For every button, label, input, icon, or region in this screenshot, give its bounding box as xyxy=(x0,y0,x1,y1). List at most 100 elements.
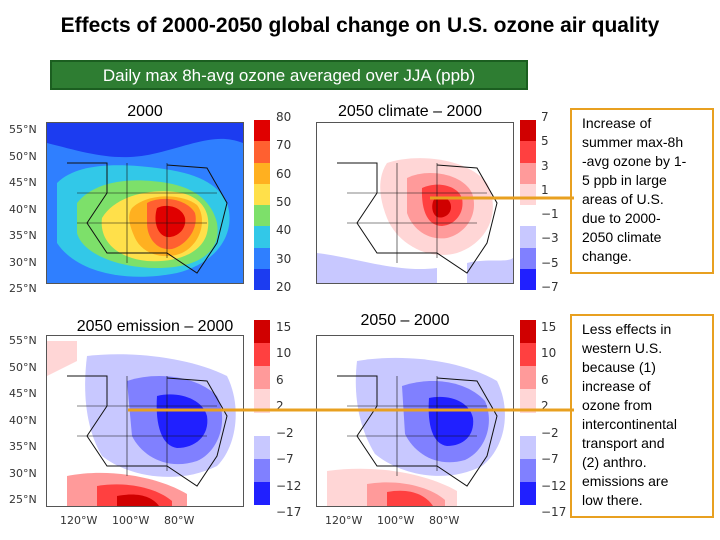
note-line: ozone from xyxy=(582,397,653,413)
colorbar-tick-label: −17 xyxy=(541,505,567,519)
note-line: transport and xyxy=(582,435,665,451)
panel-title-emission: 2050 emission – 2000 xyxy=(76,318,234,335)
colorbar-segment xyxy=(520,366,536,390)
colorbar-2000 xyxy=(254,120,270,290)
lon-label: 80°W xyxy=(429,514,460,527)
colorbar-segment xyxy=(520,268,536,290)
colorbar-tick-label: −2 xyxy=(276,425,294,440)
colorbar-segment xyxy=(520,247,536,269)
lat-label: 30°N xyxy=(9,466,37,480)
colorbar-segment xyxy=(254,141,270,163)
lon-label: 120°W xyxy=(60,514,98,527)
colorbar-tick-label: −5 xyxy=(541,255,559,270)
colorbar-segment xyxy=(520,412,536,436)
map-panel-climate xyxy=(316,122,514,284)
colorbar-tick-label: −2 xyxy=(541,425,559,440)
note-line: change. xyxy=(582,248,632,264)
map-panel-total xyxy=(316,335,514,507)
lat-label: 45°N xyxy=(9,387,37,400)
colorbar-segment xyxy=(254,226,270,248)
lat-label: 40°N xyxy=(9,202,37,216)
lon-label: 100°W xyxy=(112,514,150,527)
colorbar-segment xyxy=(520,389,536,413)
colorbar-segment xyxy=(520,343,536,367)
colorbar-tick-label: −12 xyxy=(541,478,567,493)
colorbar-segment xyxy=(520,320,536,344)
colorbar-tick-label: 3 xyxy=(541,158,549,173)
colorbar-tick-label: 40 xyxy=(276,223,292,238)
colorbar-tick-label: 20 xyxy=(276,280,292,294)
panel-title-2000: 2000 xyxy=(127,103,163,120)
note-line: 2050 climate xyxy=(582,229,662,245)
colorbar-tick-label: −7 xyxy=(276,452,294,467)
colorbar-segment xyxy=(254,481,270,505)
colorbar-segment xyxy=(520,458,536,482)
colorbar-tick-label: −1 xyxy=(541,207,559,222)
colorbar-tick-label: 1 xyxy=(541,182,549,197)
note-line: low there. xyxy=(582,492,643,508)
colorbar-tick-label: −17 xyxy=(276,505,302,519)
colorbar-segment xyxy=(254,435,270,459)
colorbar-total xyxy=(520,320,536,505)
lat-label: 35°N xyxy=(9,440,37,453)
colorbar-tick-label: 2 xyxy=(541,399,549,414)
lon-label: 80°W xyxy=(164,514,195,527)
note-climate-effect: Increase of summer max-8h -avg ozone by 1-… xyxy=(570,108,714,274)
colorbar-segment xyxy=(254,183,270,205)
lat-label: 55°N xyxy=(9,123,37,136)
colorbar-segment xyxy=(520,120,536,142)
colorbar-segment xyxy=(254,458,270,482)
note-line: Increase of xyxy=(582,115,652,131)
colorbar-tick-label: 30 xyxy=(276,251,292,266)
lat-label: 35°N xyxy=(9,229,37,242)
colorbar-tick-label: −7 xyxy=(541,280,559,294)
note-line: because (1) xyxy=(582,359,656,375)
colorbar-tick-label: 15 xyxy=(541,320,557,334)
colorbar-segment xyxy=(520,183,536,205)
colorbar-tick-label: 7 xyxy=(541,110,549,124)
colorbar-segment xyxy=(254,162,270,184)
note-line: summer max-8h xyxy=(582,134,684,150)
note-line: (2) anthro. xyxy=(582,454,647,470)
colorbar-segment xyxy=(254,366,270,390)
panel-title-total: 2050 – 2000 xyxy=(360,312,450,329)
colorbar-tick-label: 80 xyxy=(276,110,292,124)
colorbar-segment xyxy=(254,247,270,269)
lat-label: 40°N xyxy=(9,413,37,427)
colorbar-segment xyxy=(254,320,270,344)
colorbar-tick-label: −3 xyxy=(541,231,559,246)
colorbar-emission xyxy=(254,320,270,505)
colorbar-segment xyxy=(254,412,270,436)
note-line: 5 ppb in large xyxy=(582,172,667,188)
colorbar-segment xyxy=(520,226,536,248)
subtitle-banner: Daily max 8h-avg ozone averaged over JJA… xyxy=(50,60,528,90)
lat-label: 25°N xyxy=(9,493,37,506)
note-line: Less effects in xyxy=(582,321,672,337)
colorbar-tick-label: 5 xyxy=(541,134,549,149)
lat-label: 25°N xyxy=(9,282,37,295)
note-line: western U.S. xyxy=(582,340,663,356)
note-line: increase of xyxy=(582,378,651,394)
colorbar-tick-label: 70 xyxy=(276,138,292,153)
colorbar-segment xyxy=(254,120,270,142)
colorbar-tick-label: 6 xyxy=(276,372,284,387)
map-panel-emission xyxy=(46,335,244,507)
colorbar-tick-label: −7 xyxy=(541,452,559,467)
slide-title: Effects of 2000-2050 global change on U.… xyxy=(60,14,660,37)
note-western-us: Less effects in western U.S. because (1) in… xyxy=(570,314,714,518)
lon-label: 100°W xyxy=(377,514,415,527)
colorbar-segment xyxy=(254,268,270,290)
colorbar-segment xyxy=(520,205,536,227)
colorbar-tick-label: 60 xyxy=(276,166,292,181)
colorbar-segment xyxy=(254,343,270,367)
colorbar-tick-label: −12 xyxy=(276,478,302,493)
note-line: emissions are xyxy=(582,473,669,489)
lat-label: 50°N xyxy=(9,149,37,163)
lat-label: 30°N xyxy=(9,255,37,269)
lon-label: 120°W xyxy=(325,514,363,527)
lat-label: 45°N xyxy=(9,176,37,189)
map-panel-2000 xyxy=(46,122,244,284)
colorbar-segment xyxy=(520,162,536,184)
colorbar-tick-label: 6 xyxy=(541,372,549,387)
